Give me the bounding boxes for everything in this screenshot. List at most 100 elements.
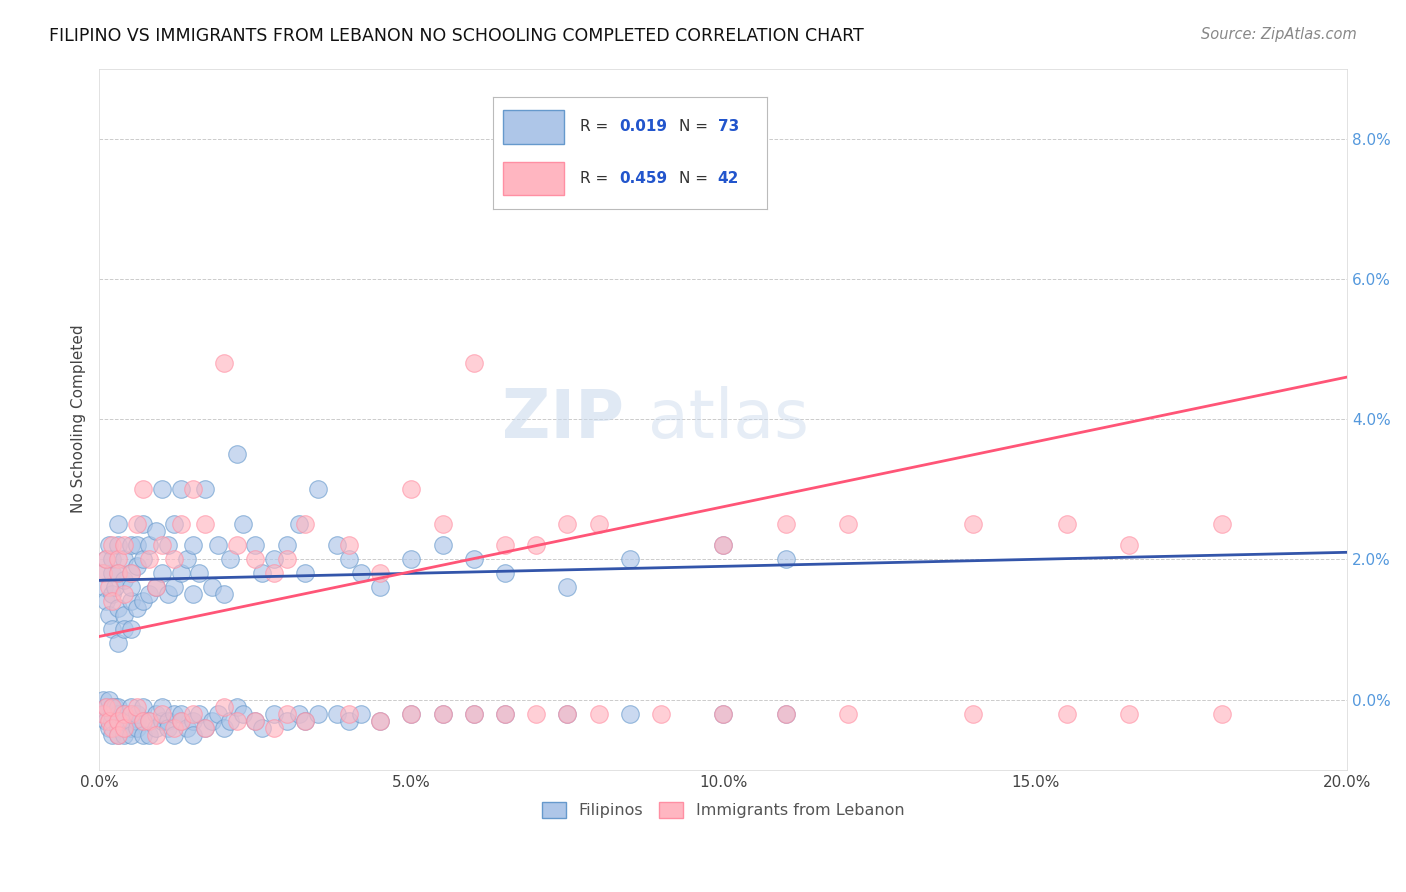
Point <box>350 566 373 581</box>
Point <box>250 566 273 581</box>
Point <box>368 714 391 728</box>
Point <box>219 714 242 728</box>
Point <box>120 706 142 721</box>
Point <box>132 482 155 496</box>
Point <box>337 538 360 552</box>
Point <box>463 706 485 721</box>
Point <box>181 587 204 601</box>
Point <box>97 580 120 594</box>
Point <box>138 538 160 552</box>
Point <box>263 552 285 566</box>
Point <box>619 552 641 566</box>
Point <box>101 552 124 566</box>
Point <box>120 706 142 721</box>
Point <box>107 706 129 721</box>
Point <box>276 538 298 552</box>
Point <box>1211 706 1233 721</box>
Point <box>107 714 129 728</box>
Point <box>711 706 734 721</box>
Point <box>837 517 859 532</box>
Point <box>232 517 254 532</box>
Point <box>120 580 142 594</box>
Point <box>325 538 347 552</box>
Point <box>157 714 180 728</box>
Point <box>145 728 167 742</box>
Point <box>188 566 211 581</box>
Point <box>837 706 859 721</box>
Point <box>107 721 129 735</box>
Point <box>557 580 579 594</box>
Point <box>650 167 672 181</box>
Point <box>101 721 124 735</box>
Point <box>401 482 423 496</box>
Point <box>107 714 129 728</box>
Point <box>294 566 316 581</box>
Text: atlas: atlas <box>648 386 810 452</box>
Point <box>775 552 797 566</box>
Point <box>245 552 267 566</box>
Point <box>288 706 311 721</box>
Point <box>150 538 173 552</box>
Point <box>145 580 167 594</box>
Point <box>91 566 114 581</box>
Point <box>245 714 267 728</box>
Point <box>132 714 155 728</box>
Point <box>163 552 186 566</box>
Point <box>163 580 186 594</box>
Point <box>138 714 160 728</box>
Point <box>101 699 124 714</box>
Y-axis label: No Schooling Completed: No Schooling Completed <box>72 325 86 514</box>
Point <box>97 608 120 623</box>
Point <box>401 706 423 721</box>
Point <box>120 594 142 608</box>
Text: ZIP: ZIP <box>502 386 623 452</box>
Point <box>138 587 160 601</box>
Point <box>225 699 247 714</box>
Point <box>101 538 124 552</box>
Point <box>212 587 235 601</box>
Point <box>150 566 173 581</box>
Point <box>250 721 273 735</box>
Point <box>276 706 298 721</box>
Point <box>120 538 142 552</box>
Point <box>163 721 186 735</box>
Point <box>97 692 120 706</box>
Point <box>112 706 135 721</box>
Point <box>263 721 285 735</box>
Point <box>112 623 135 637</box>
Point <box>107 728 129 742</box>
Point <box>401 706 423 721</box>
Point <box>112 608 135 623</box>
Point <box>432 706 454 721</box>
Point <box>181 714 204 728</box>
Point <box>368 714 391 728</box>
Point <box>104 580 127 594</box>
Point <box>557 706 579 721</box>
Point <box>107 728 129 742</box>
Point <box>101 566 124 581</box>
Point <box>181 538 204 552</box>
Point <box>163 728 186 742</box>
Point <box>557 517 579 532</box>
Point <box>463 356 485 370</box>
Point <box>150 699 173 714</box>
Point <box>145 580 167 594</box>
Point <box>112 552 135 566</box>
Text: FILIPINO VS IMMIGRANTS FROM LEBANON NO SCHOOLING COMPLETED CORRELATION CHART: FILIPINO VS IMMIGRANTS FROM LEBANON NO S… <box>49 27 863 45</box>
Point <box>245 538 267 552</box>
Point <box>104 699 127 714</box>
Point <box>112 587 135 601</box>
Point <box>181 482 204 496</box>
Point <box>125 559 148 574</box>
Point <box>432 538 454 552</box>
Point <box>276 714 298 728</box>
Point <box>401 552 423 566</box>
Point <box>463 706 485 721</box>
Point <box>125 721 148 735</box>
Point <box>494 706 516 721</box>
Point <box>169 706 191 721</box>
Point <box>91 692 114 706</box>
Point <box>120 623 142 637</box>
Point <box>225 714 247 728</box>
Point <box>524 706 547 721</box>
